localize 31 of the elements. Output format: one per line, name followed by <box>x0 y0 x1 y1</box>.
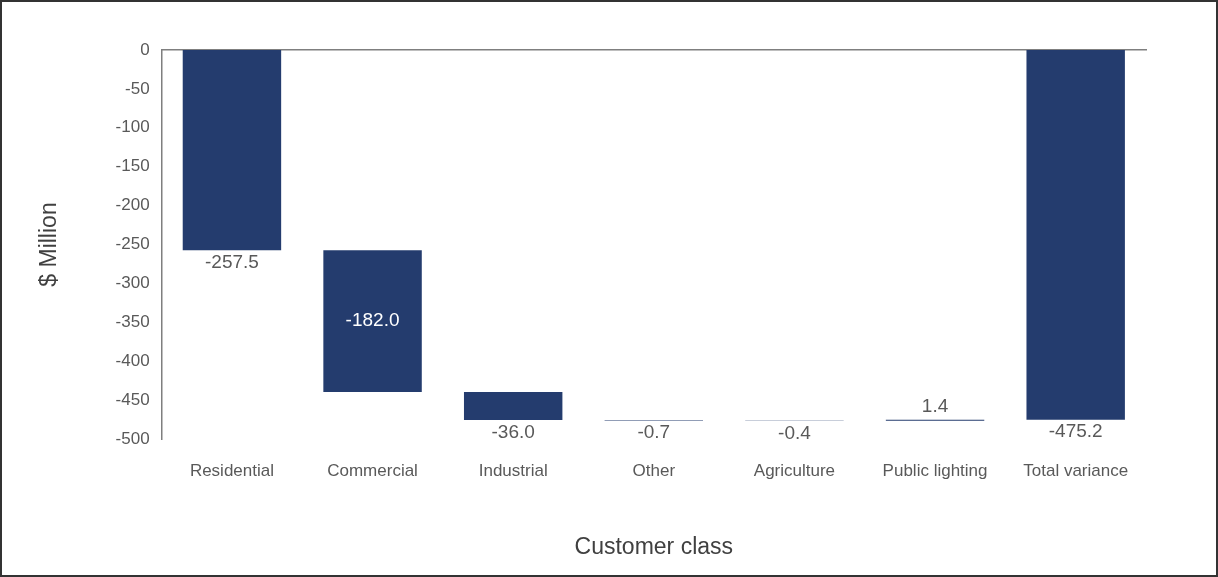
x-tick-label: Total variance <box>1023 460 1129 480</box>
bar <box>323 250 422 392</box>
data-label: -0.4 <box>778 421 812 443</box>
data-label: -475.2 <box>1048 420 1103 442</box>
data-label: -257.5 <box>205 251 259 273</box>
x-tick-label: Industrial <box>478 460 548 480</box>
x-tick-label: Agriculture <box>753 460 836 480</box>
x-tick-label: Public lighting <box>882 460 988 480</box>
y-tick-label: 0 <box>140 39 150 59</box>
data-label: 1.4 <box>921 395 949 417</box>
bar <box>463 391 563 420</box>
data-label: -36.0 <box>491 420 535 442</box>
y-tick-label: -400 <box>115 350 150 370</box>
y-tick-label: -100 <box>115 117 150 137</box>
y-tick-label: -200 <box>115 195 150 215</box>
y-tick-label: -500 <box>115 428 150 448</box>
bar <box>182 50 282 251</box>
y-tick-label: -300 <box>115 273 150 293</box>
x-tick-label: Other <box>632 460 676 480</box>
y-tick-label: -250 <box>115 234 150 254</box>
data-label: -0.7 <box>637 421 671 443</box>
y-tick-label: -150 <box>115 156 150 176</box>
y-tick-label: -350 <box>115 311 150 331</box>
y-tick-label: -450 <box>115 389 150 409</box>
x-axis-title: Customer class <box>574 532 734 559</box>
x-tick-label: Residential <box>189 460 274 480</box>
y-axis-title: $ Million <box>35 202 62 287</box>
y-tick-label: -50 <box>125 78 150 98</box>
data-label: -182.0 <box>345 309 400 331</box>
bar <box>1026 50 1125 420</box>
x-tick-label: Commercial <box>327 460 418 480</box>
